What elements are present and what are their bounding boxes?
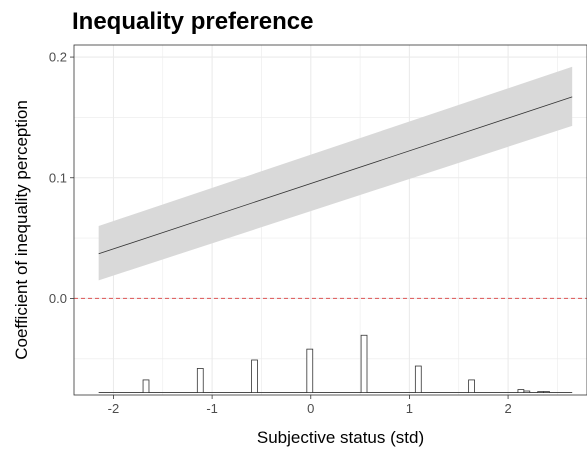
x-axis-title: Subjective status (std) [257, 428, 424, 447]
x-tick-label: -1 [206, 401, 218, 416]
chart-title: Inequality preference [72, 8, 314, 35]
histogram-bar [196, 368, 204, 393]
histogram-bar [360, 334, 368, 393]
x-tick-label: 0 [307, 401, 314, 416]
fit-line-layer [98, 96, 573, 255]
histogram-bar [523, 390, 531, 393]
histogram-bar [414, 365, 422, 393]
x-tick-label: 2 [504, 401, 511, 416]
histogram-bar [251, 359, 258, 393]
x-axis-ticks: -2 -1 0 1 2 [108, 395, 512, 416]
histogram-bar [142, 379, 150, 393]
y-tick-label: 0.2 [49, 50, 67, 65]
histogram-bar [517, 389, 525, 393]
fit-line [98, 96, 573, 255]
confidence-ribbon [98, 66, 573, 281]
histogram-bar [468, 379, 475, 393]
confidence-band [98, 66, 573, 281]
y-tick-label: 0.1 [49, 170, 67, 185]
y-tick-label: 0.0 [49, 291, 67, 306]
histogram-bar [306, 348, 314, 393]
x-tick-label: -2 [108, 401, 120, 416]
y-axis-title: Coefficient of inequality perception [12, 100, 31, 360]
x-tick-label: 1 [406, 401, 413, 416]
histogram-bar [543, 391, 550, 393]
panel-border [73, 44, 587, 396]
histogram [98, 334, 573, 393]
y-axis-ticks: 0.0 0.1 0.2 [49, 50, 74, 306]
histogram-bar [537, 391, 544, 393]
